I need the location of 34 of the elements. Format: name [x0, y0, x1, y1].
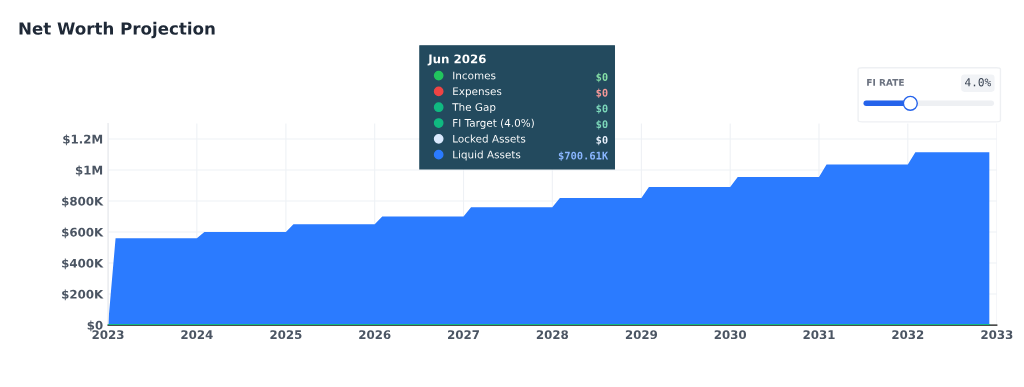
y-tick-label: $800K	[62, 196, 104, 208]
legend-label: Incomes	[453, 71, 496, 80]
x-tick-label: 2032	[892, 330, 924, 340]
y-tick-label: $400K	[62, 258, 104, 270]
x-tick-label: 2031	[803, 330, 835, 340]
x-tick-label: 2023	[92, 330, 124, 340]
annotation: $700.61K	[558, 151, 609, 161]
text: FI RATE	[867, 79, 904, 86]
text: $0	[596, 104, 608, 114]
legend-label: Liquid Assets	[453, 150, 521, 161]
y-tick-label: $600K	[62, 227, 104, 239]
x-tick-label: 2024	[181, 330, 213, 340]
annotation: $0	[596, 135, 608, 146]
x-tick-label: 2026	[359, 330, 391, 340]
text: 4.0%	[965, 78, 992, 87]
y-tick-label: $1.2M	[63, 134, 103, 146]
x-tick-label: 2033	[981, 330, 1013, 340]
legend-label: Expenses	[453, 87, 502, 98]
annotation: $0	[596, 120, 608, 130]
text: $0	[596, 72, 608, 83]
y-tick-label: $0	[87, 320, 103, 332]
x-tick-label: 2030	[714, 330, 747, 340]
legend-label: FI Target (4.0%)	[453, 118, 534, 129]
text: $0	[596, 88, 608, 99]
chart-title: Net Worth Projection	[19, 21, 215, 39]
x-tick-label: 2027	[448, 330, 480, 340]
legend-label: The Gap	[452, 102, 496, 114]
x-tick-label: 2028	[536, 330, 569, 340]
legend-title: Jun 2026	[427, 54, 486, 66]
y-tick-label: $1M	[75, 165, 103, 177]
legend-label: Locked Assets	[453, 134, 526, 143]
x-tick-label: 2029	[625, 330, 658, 340]
x-tick-label: 2025	[270, 330, 302, 340]
y-tick-label: $200K	[62, 289, 104, 301]
